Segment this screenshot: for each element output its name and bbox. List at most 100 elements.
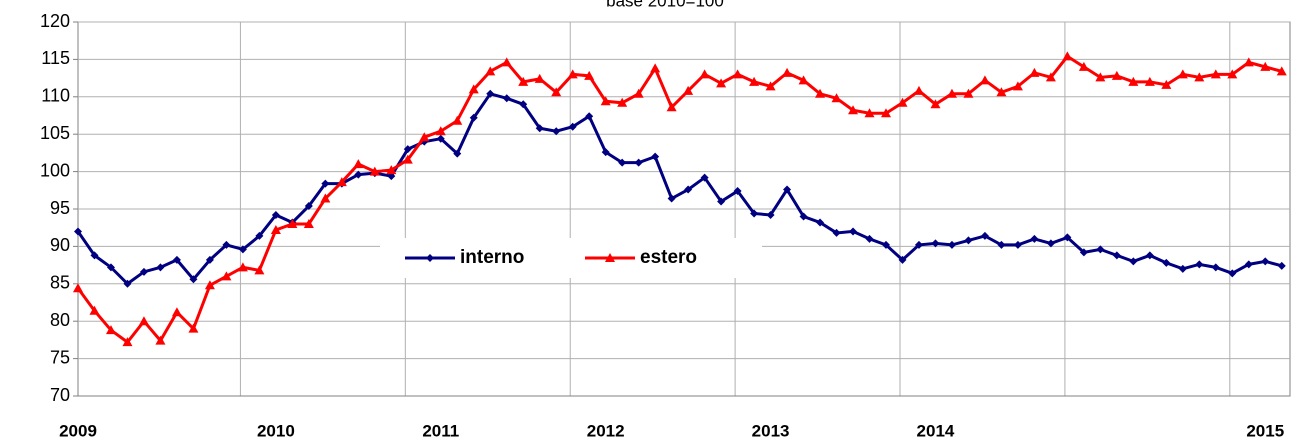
y-tick-label: 85: [50, 273, 70, 293]
point: [89, 305, 100, 315]
point: [897, 97, 908, 107]
point: [666, 102, 677, 112]
point: [980, 231, 989, 240]
point: [90, 251, 99, 260]
point: [930, 99, 941, 109]
point: [979, 75, 990, 85]
point: [963, 88, 974, 98]
legend-label: interno: [460, 247, 524, 268]
y-tick-label: 80: [50, 310, 70, 330]
y-tick-label: 95: [50, 198, 70, 218]
point: [1013, 240, 1022, 249]
point: [155, 335, 166, 345]
point: [617, 97, 628, 107]
y-tick-label: 70: [50, 385, 70, 405]
point: [1211, 263, 1220, 272]
point: [964, 236, 973, 245]
x-tick-label: 2012: [587, 421, 625, 440]
point: [914, 240, 923, 249]
x-tick-label: 2015: [1246, 421, 1284, 440]
point: [585, 112, 594, 121]
point: [468, 84, 479, 94]
point: [946, 88, 957, 98]
point: [1162, 258, 1171, 267]
point: [996, 87, 1007, 97]
point: [270, 224, 281, 234]
point: [931, 239, 940, 248]
point: [815, 88, 826, 98]
point: [1030, 234, 1039, 243]
x-tick-label: 2014: [917, 421, 955, 440]
point: [535, 124, 544, 133]
point: [73, 283, 83, 293]
point: [1095, 72, 1106, 82]
point: [502, 94, 511, 103]
point: [618, 158, 627, 167]
point: [188, 323, 199, 333]
point: [667, 194, 676, 203]
point: [156, 263, 165, 272]
point: [1261, 257, 1270, 266]
point: [848, 105, 859, 115]
point: [717, 197, 726, 206]
point: [881, 108, 891, 118]
point: [386, 165, 397, 175]
point: [1111, 70, 1122, 80]
legend-marker: [605, 253, 615, 262]
point: [402, 154, 413, 164]
point: [1145, 251, 1154, 260]
point: [782, 67, 793, 77]
point: [469, 113, 478, 122]
point: [1161, 79, 1172, 89]
point: [501, 57, 512, 67]
point: [534, 73, 545, 83]
point: [485, 66, 496, 76]
point: [732, 69, 743, 79]
point: [1243, 57, 1254, 67]
point: [700, 173, 709, 182]
point: [1195, 260, 1204, 269]
point: [601, 148, 610, 157]
point: [518, 76, 529, 86]
point: [172, 255, 181, 264]
point: [1178, 264, 1187, 273]
point: [238, 245, 247, 254]
point: [913, 85, 924, 95]
point: [849, 227, 858, 236]
series-line: [76, 54, 1283, 345]
point: [105, 325, 116, 335]
point: [1210, 69, 1221, 79]
point: [1046, 239, 1055, 248]
point: [1078, 61, 1089, 71]
point: [222, 240, 231, 249]
point: [1276, 66, 1287, 76]
point: [303, 218, 314, 228]
point: [633, 88, 644, 98]
y-tick-label: 100: [40, 160, 70, 180]
point: [138, 316, 149, 326]
point: [1194, 72, 1205, 82]
point: [287, 218, 298, 228]
point: [783, 185, 792, 194]
point: [799, 212, 808, 221]
point: [453, 149, 462, 158]
point: [651, 152, 660, 161]
point: [749, 76, 760, 86]
point: [552, 127, 561, 136]
point: [551, 87, 562, 97]
point: [1063, 233, 1072, 242]
point: [171, 307, 182, 317]
point: [139, 267, 148, 276]
y-tick-label: 110: [41, 86, 70, 106]
point: [831, 93, 842, 103]
point: [254, 265, 265, 275]
point: [816, 218, 825, 227]
y-tick-label: 105: [40, 123, 70, 143]
point: [634, 158, 643, 167]
x-tick-label: 2010: [257, 421, 295, 440]
point: [699, 69, 710, 79]
point: [947, 240, 956, 249]
point: [568, 122, 577, 131]
point: [864, 108, 875, 118]
point: [221, 271, 232, 281]
